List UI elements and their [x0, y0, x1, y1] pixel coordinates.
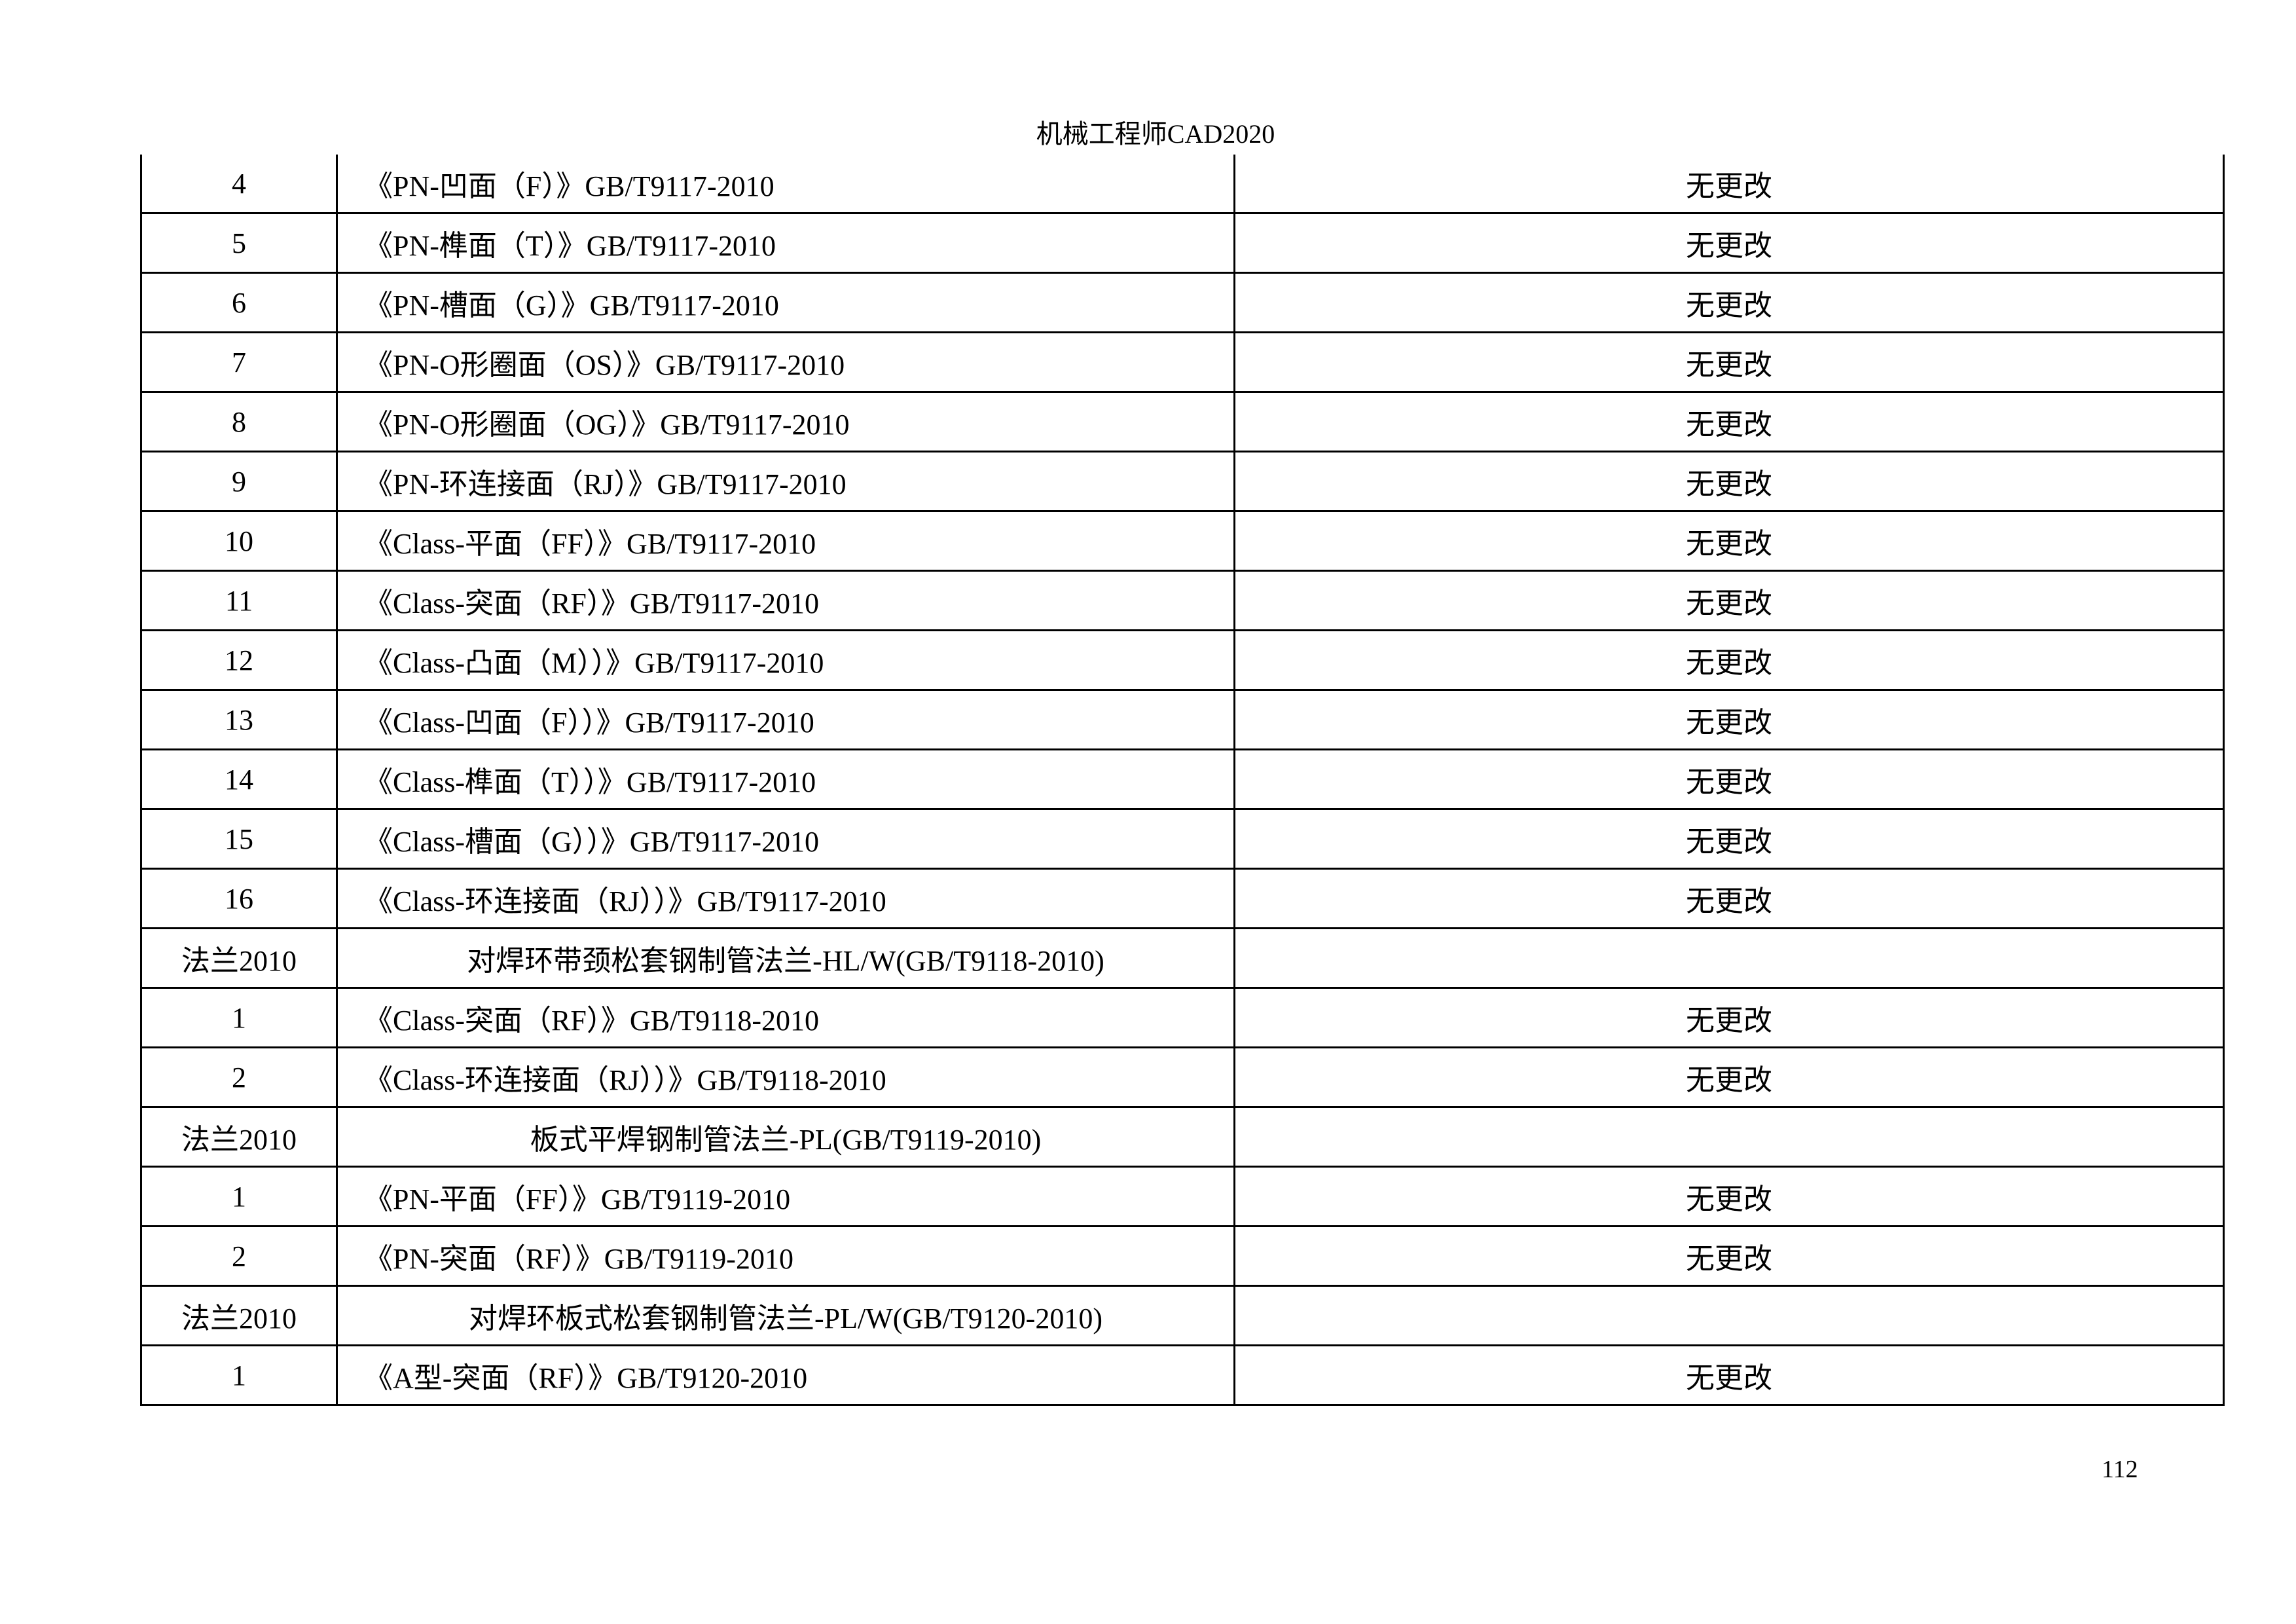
change-status: 无更改	[1233, 272, 2225, 333]
row-number: 4	[140, 155, 338, 214]
table-row: 5 《PN-榫面（T）》GB/T9117-2010 无更改	[140, 212, 2225, 274]
row-number: 15	[140, 808, 338, 870]
table-row: 14 《Class-榫面（T））》GB/T9117-2010 无更改	[140, 748, 2225, 810]
standard-name: 板式平焊钢制管法兰-PL(GB/T9119-2010)	[336, 1106, 1235, 1168]
row-number: 11	[140, 570, 338, 631]
standards-table: 4 《PN-凹面（F）》GB/T9117-2010 无更改 5 《PN-榫面（T）》GB…	[140, 155, 2225, 1406]
change-status: 无更改	[1233, 748, 2225, 810]
change-status: 无更改	[1233, 1046, 2225, 1108]
standard-name: 《Class-凹面（F））》GB/T9117-2010	[336, 689, 1235, 750]
row-number: 10	[140, 510, 338, 572]
standard-name: 《Class-平面（FF）》GB/T9117-2010	[336, 510, 1235, 572]
row-number: 12	[140, 629, 338, 691]
section-title-row: 法兰2010 对焊环带颈松套钢制管法兰-HL/W(GB/T9118-2010)	[140, 927, 2225, 989]
change-status: 无更改	[1233, 331, 2225, 393]
row-number: 1	[140, 1166, 338, 1227]
change-status: 无更改	[1233, 868, 2225, 929]
standard-name: 《Class-凸面（M））》GB/T9117-2010	[336, 629, 1235, 691]
change-status: 无更改	[1233, 987, 2225, 1048]
page-header: 机械工程师CAD2020	[1036, 119, 1275, 149]
row-number: 7	[140, 331, 338, 393]
table-row: 1 《A型-突面（RF）》GB/T9120-2010 无更改	[140, 1344, 2225, 1406]
standard-name: 《PN-突面（RF）》GB/T9119-2010	[336, 1225, 1235, 1287]
change-status	[1233, 1285, 2225, 1346]
table-row: 4 《PN-凹面（F）》GB/T9117-2010 无更改	[140, 155, 2225, 214]
row-number: 1	[140, 987, 338, 1048]
row-number: 2	[140, 1225, 338, 1287]
row-number: 13	[140, 689, 338, 750]
table-row: 9 《PN-环连接面（RJ）》GB/T9117-2010 无更改	[140, 451, 2225, 512]
change-status: 无更改	[1233, 808, 2225, 870]
table-row: 8 《PN-O形圈面（OG）》GB/T9117-2010 无更改	[140, 391, 2225, 452]
standard-name: 《Class-环连接面（RJ））》GB/T9117-2010	[336, 868, 1235, 929]
change-status: 无更改	[1233, 155, 2225, 214]
row-number: 2	[140, 1046, 338, 1108]
row-number: 9	[140, 451, 338, 512]
table-row: 1 《Class-突面（RF）》GB/T9118-2010 无更改	[140, 987, 2225, 1048]
section-title-row: 法兰2010 对焊环板式松套钢制管法兰-PL/W(GB/T9120-2010)	[140, 1285, 2225, 1346]
standard-name: 《PN-榫面（T）》GB/T9117-2010	[336, 212, 1235, 274]
standard-name: 《PN-凹面（F）》GB/T9117-2010	[336, 155, 1235, 214]
standard-name: 《PN-环连接面（RJ）》GB/T9117-2010	[336, 451, 1235, 512]
row-number: 法兰2010	[140, 1285, 338, 1346]
standard-name: 《A型-突面（RF）》GB/T9120-2010	[336, 1344, 1235, 1406]
table-row: 6 《PN-槽面（G）》GB/T9117-2010 无更改	[140, 272, 2225, 333]
table-row: 2 《Class-环连接面（RJ））》GB/T9118-2010 无更改	[140, 1046, 2225, 1108]
table-row: 11 《Class-突面（RF）》GB/T9117-2010 无更改	[140, 570, 2225, 631]
change-status: 无更改	[1233, 510, 2225, 572]
table-row: 15 《Class-槽面（G））》GB/T9117-2010 无更改	[140, 808, 2225, 870]
change-status: 无更改	[1233, 212, 2225, 274]
section-title-row: 法兰2010 板式平焊钢制管法兰-PL(GB/T9119-2010)	[140, 1106, 2225, 1168]
table-row: 2 《PN-突面（RF）》GB/T9119-2010 无更改	[140, 1225, 2225, 1287]
change-status: 无更改	[1233, 391, 2225, 452]
change-status	[1233, 1106, 2225, 1168]
table-row: 1 《PN-平面（FF）》GB/T9119-2010 无更改	[140, 1166, 2225, 1227]
change-status: 无更改	[1233, 1344, 2225, 1406]
row-number: 16	[140, 868, 338, 929]
standard-name: 《Class-槽面（G））》GB/T9117-2010	[336, 808, 1235, 870]
standard-name: 《PN-槽面（G）》GB/T9117-2010	[336, 272, 1235, 333]
change-status: 无更改	[1233, 689, 2225, 750]
table-row: 13 《Class-凹面（F））》GB/T9117-2010 无更改	[140, 689, 2225, 750]
change-status: 无更改	[1233, 1225, 2225, 1287]
standard-name: 《Class-突面（RF）》GB/T9117-2010	[336, 570, 1235, 631]
table-row: 10 《Class-平面（FF）》GB/T9117-2010 无更改	[140, 510, 2225, 572]
row-number: 6	[140, 272, 338, 333]
row-number: 5	[140, 212, 338, 274]
standard-name: 《PN-O形圈面（OG）》GB/T9117-2010	[336, 391, 1235, 452]
standard-name: 对焊环带颈松套钢制管法兰-HL/W(GB/T9118-2010)	[336, 927, 1235, 989]
change-status	[1233, 927, 2225, 989]
row-number: 14	[140, 748, 338, 810]
standard-name: 《Class-榫面（T））》GB/T9117-2010	[336, 748, 1235, 810]
standard-name: 《PN-O形圈面（OS）》GB/T9117-2010	[336, 331, 1235, 393]
change-status: 无更改	[1233, 570, 2225, 631]
row-number: 法兰2010	[140, 927, 338, 989]
standard-name: 《Class-突面（RF）》GB/T9118-2010	[336, 987, 1235, 1048]
standard-name: 对焊环板式松套钢制管法兰-PL/W(GB/T9120-2010)	[336, 1285, 1235, 1346]
row-number: 法兰2010	[140, 1106, 338, 1168]
row-number: 1	[140, 1344, 338, 1406]
change-status: 无更改	[1233, 1166, 2225, 1227]
page-number: 112	[2102, 1456, 2138, 1483]
table-row: 16 《Class-环连接面（RJ））》GB/T9117-2010 无更改	[140, 868, 2225, 929]
standard-name: 《PN-平面（FF）》GB/T9119-2010	[336, 1166, 1235, 1227]
table-row: 12 《Class-凸面（M））》GB/T9117-2010 无更改	[140, 629, 2225, 691]
row-number: 8	[140, 391, 338, 452]
change-status: 无更改	[1233, 451, 2225, 512]
standard-name: 《Class-环连接面（RJ））》GB/T9118-2010	[336, 1046, 1235, 1108]
table-row: 7 《PN-O形圈面（OS）》GB/T9117-2010 无更改	[140, 331, 2225, 393]
change-status: 无更改	[1233, 629, 2225, 691]
